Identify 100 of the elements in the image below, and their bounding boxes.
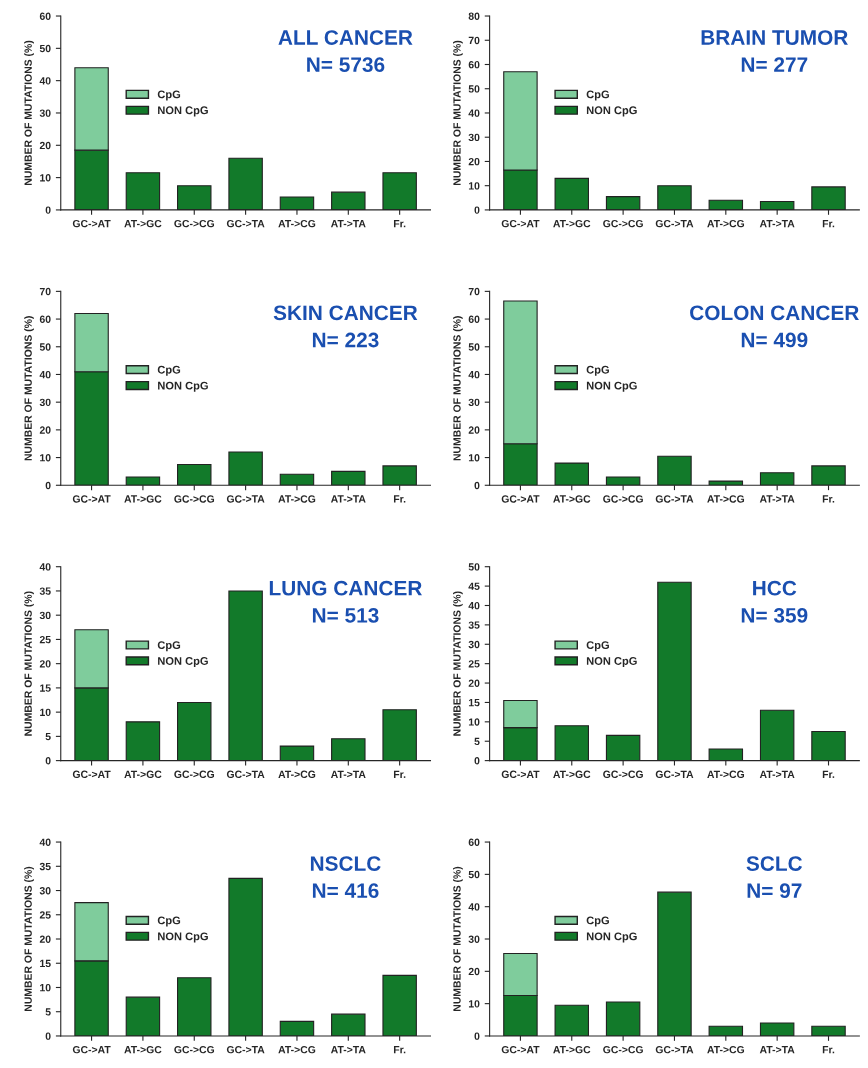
x-tick-label: GC->TA <box>655 770 694 778</box>
x-tick-label: AT->CG <box>278 770 316 778</box>
x-tick-label: GC->TA <box>655 495 694 503</box>
legend-label: CpG <box>157 916 181 927</box>
y-tick-label: 60 <box>468 838 480 846</box>
y-tick-label: 15 <box>40 959 51 968</box>
text: N= 223 <box>312 332 379 348</box>
x-tick-label: GC->CG <box>603 770 643 778</box>
y-tick-label: 30 <box>39 109 51 117</box>
legend-label: CpG <box>157 90 181 101</box>
y-tick-label: 30 <box>468 640 480 649</box>
y-tick-label: 0 <box>474 481 480 490</box>
y-tick-label: 30 <box>468 935 480 943</box>
x-tick-label: GC->AT <box>501 1045 540 1054</box>
y-tick-label: 15 <box>40 684 51 692</box>
y-tick-label: 40 <box>39 563 51 571</box>
y-tick-label: 0 <box>45 481 51 490</box>
y-tick-label: 0 <box>474 206 480 214</box>
y-tick-label: 20 <box>468 679 480 687</box>
y-tick-label: 20 <box>468 157 480 166</box>
y-tick-label: 15 <box>468 699 480 707</box>
y-tick-label: 25 <box>39 635 51 644</box>
y-tick-label: 20 <box>39 141 51 150</box>
y-tick-label: 10 <box>40 454 51 462</box>
y-tick-label: 60 <box>39 315 51 323</box>
text: ALL CANCER <box>278 30 413 45</box>
x-tick-label: AT->CG <box>278 1045 316 1054</box>
y-axis-title: NUMBER OF MUTATIONS (%) <box>453 866 463 1012</box>
legend-label: NON CpG <box>586 932 637 943</box>
legend-label: CpG <box>586 365 609 376</box>
y-tick-label: 10 <box>40 983 51 992</box>
legend-label: NON CpG <box>586 381 637 392</box>
x-tick-label: AT->CG <box>707 219 745 228</box>
text: SCLC <box>746 856 803 871</box>
y-tick-label: 60 <box>468 61 480 69</box>
y-tick-label: 0 <box>474 1032 480 1040</box>
y-tick-label: 50 <box>468 870 480 879</box>
y-tick-label: 40 <box>468 370 480 379</box>
x-tick-label: GC->CG <box>174 219 215 228</box>
y-tick-label: 60 <box>39 12 51 20</box>
x-tick-label: GC->CG <box>174 495 215 503</box>
y-tick-label: 30 <box>39 887 51 895</box>
x-tick-label: AT->CG <box>707 770 745 778</box>
y-tick-label: 30 <box>39 611 51 620</box>
x-tick-label: GC->AT <box>501 770 540 778</box>
y-tick-label: 10 <box>40 708 51 717</box>
x-tick-label: AT->GC <box>124 495 162 503</box>
x-tick-label: AT->TA <box>759 220 795 228</box>
y-axis-title: NUMBER OF MUTATIONS (%) <box>453 591 463 736</box>
x-tick-label: AT->TA <box>330 495 366 503</box>
y-tick-label: 30 <box>468 398 480 407</box>
x-tick-label: AT->TA <box>759 770 795 778</box>
y-tick-label: 10 <box>40 174 51 182</box>
text: BRAIN TUMOR <box>701 30 848 45</box>
x-tick-label: AT->GC <box>124 219 162 228</box>
x-tick-label: AT->TA <box>759 495 795 503</box>
x-tick-label: GC->CG <box>174 770 215 778</box>
x-tick-label: GC->TA <box>655 219 694 228</box>
text: N= 499 <box>741 332 808 348</box>
y-tick-label: 0 <box>45 1032 51 1040</box>
x-tick-label: Fr. <box>393 1046 406 1054</box>
y-tick-label: 40 <box>39 370 51 379</box>
y-tick-label: 5 <box>474 737 480 746</box>
x-tick-label: Fr. <box>822 1046 835 1054</box>
x-tick-label: GC->TA <box>655 1045 694 1054</box>
text: SKIN CANCER <box>273 305 418 321</box>
x-tick-label: GC->AT <box>72 1045 111 1054</box>
legend-label: NON CpG <box>158 932 208 943</box>
text: N= 97 <box>747 883 802 899</box>
legend-label: CpG <box>157 641 181 652</box>
y-axis-title: NUMBER OF MUTATIONS (%) <box>24 40 34 185</box>
x-tick-label: GC->AT <box>72 219 111 228</box>
x-tick-label: AT->GC <box>553 1045 591 1054</box>
x-tick-label: GC->AT <box>72 495 111 503</box>
text: HCC <box>753 580 797 596</box>
y-tick-label: 50 <box>39 343 51 351</box>
x-tick-label: GC->CG <box>603 1045 643 1054</box>
x-tick-label: AT->GC <box>124 1045 162 1054</box>
y-axis-title: NUMBER OF MUTATIONS (%) <box>24 316 34 461</box>
y-tick-label: 30 <box>39 398 51 407</box>
legend-label: NON CpG <box>158 657 208 668</box>
text: NSCLC <box>310 856 381 871</box>
y-tick-label: 0 <box>45 757 51 765</box>
text: LUNG CANCER <box>269 580 422 596</box>
x-tick-label: AT->TA <box>759 1046 795 1054</box>
x-tick-label: GC->CG <box>174 1045 215 1054</box>
y-axis-title: NUMBER OF MUTATIONS (%) <box>24 591 34 736</box>
text: N= 513 <box>312 607 379 623</box>
text: COLON CANCER <box>690 305 859 321</box>
x-tick-label: GC->AT <box>501 495 540 503</box>
x-tick-label: Fr. <box>822 495 835 503</box>
y-tick-label: 70 <box>468 36 480 45</box>
x-tick-label: Fr. <box>822 770 835 778</box>
text: N= 5736 <box>307 57 385 73</box>
x-tick-label: GC->TA <box>226 219 265 228</box>
y-tick-label: 20 <box>39 426 51 434</box>
x-tick-label: GC->TA <box>226 1045 265 1054</box>
y-tick-label: 35 <box>468 621 480 629</box>
x-tick-label: GC->CG <box>603 219 643 228</box>
y-tick-label: 20 <box>39 935 51 943</box>
